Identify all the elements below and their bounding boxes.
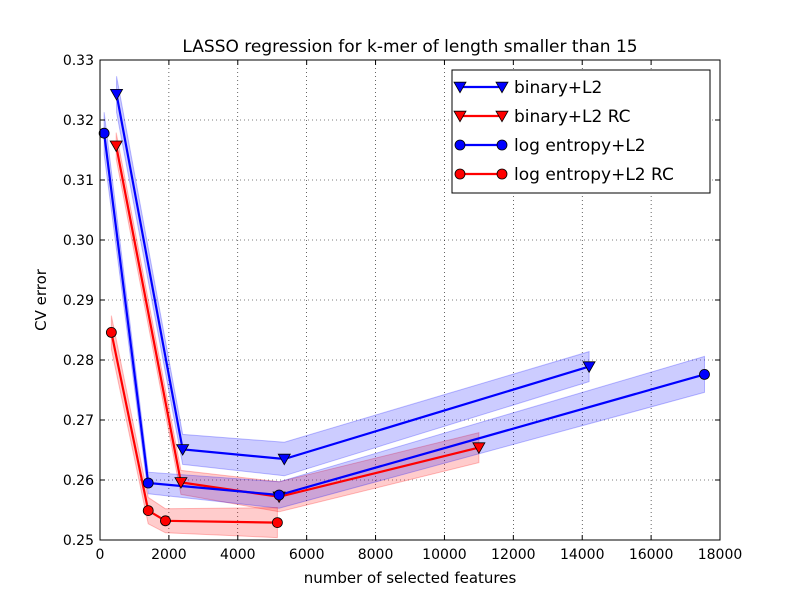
data-point <box>472 442 486 455</box>
series-markers <box>98 89 710 528</box>
series-band <box>116 76 590 477</box>
x-tick-label: 8000 <box>358 547 394 563</box>
x-tick-label: 14000 <box>560 547 605 563</box>
data-point <box>277 453 291 466</box>
data-point <box>453 81 467 94</box>
legend-box <box>451 69 711 194</box>
legend-label: binary+L2 RC <box>514 107 631 127</box>
x-tick-label: 10000 <box>422 547 467 563</box>
legend-label: binary+L2 <box>514 78 602 98</box>
x-axis-title: number of selected features <box>304 569 517 587</box>
series-line <box>103 133 705 497</box>
y-tick-label: 0.28 <box>63 353 94 369</box>
data-point <box>582 361 596 374</box>
data-point <box>98 127 110 139</box>
data-point <box>160 515 171 527</box>
series-band <box>115 132 480 513</box>
legend-label: log entropy+L2 <box>514 136 646 156</box>
x-tick-label: 4000 <box>220 547 256 563</box>
x-tick-label: 12000 <box>491 547 536 563</box>
data-point <box>109 140 123 153</box>
data-point <box>453 110 467 123</box>
confidence-bands <box>103 76 705 539</box>
data-point <box>109 89 124 101</box>
series-line <box>110 332 278 524</box>
data-point <box>495 110 509 123</box>
y-tick-label: 0.30 <box>63 233 94 249</box>
data-point <box>174 477 188 489</box>
y-tick-label: 0.31 <box>63 173 94 189</box>
x-tick-label: 0 <box>96 547 105 563</box>
axis-ticks: 0 2000 4000 6000 8000 10000 12000 14000 16000 180… <box>63 53 742 563</box>
data-point <box>699 368 710 380</box>
x-tick-label: 2000 <box>151 547 187 563</box>
legend-label: log entropy+L2 RC <box>514 165 674 185</box>
data-point <box>175 444 190 456</box>
y-tick-label: 0.26 <box>63 473 94 489</box>
x-tick-label: 18000 <box>698 547 743 563</box>
y-tick-label: 0.27 <box>63 413 94 429</box>
data-point <box>105 326 117 338</box>
data-point <box>271 517 283 528</box>
x-tick-label: 16000 <box>629 547 674 563</box>
data-point <box>273 489 285 501</box>
data-point <box>496 139 508 151</box>
series-lines <box>103 93 705 524</box>
y-tick-label: 0.33 <box>63 53 94 69</box>
y-tick-label: 0.29 <box>63 293 94 309</box>
series-band <box>110 315 278 539</box>
data-point <box>454 139 466 151</box>
y-axis-title: CV error <box>32 268 50 331</box>
y-tick-label: 0.32 <box>63 113 94 129</box>
series-band <box>103 112 705 509</box>
data-point <box>496 168 508 180</box>
chart-title: LASSO regression for k-mer of length sma… <box>182 37 637 57</box>
data-point <box>454 168 466 180</box>
legend: binary+L2 binary+L2 RC log entropy+L2 log e… <box>451 69 711 194</box>
data-point <box>142 477 154 489</box>
series-line <box>115 93 590 461</box>
x-tick-label: 6000 <box>289 547 325 563</box>
data-point <box>495 81 509 94</box>
data-point <box>142 505 154 517</box>
y-tick-label: 0.25 <box>63 533 94 549</box>
